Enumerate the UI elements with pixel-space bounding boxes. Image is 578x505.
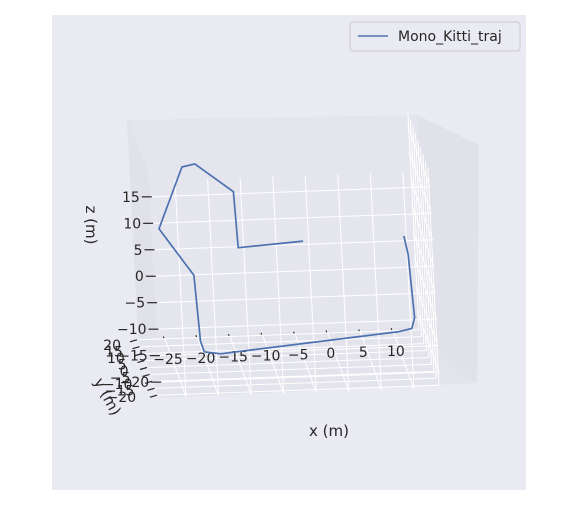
x-tick-label: −5: [288, 347, 309, 363]
z-tick-label: 10: [123, 216, 141, 232]
x-tick-mark: [261, 333, 262, 335]
x-tick-label: −10: [251, 349, 281, 365]
x-axis-label: x (m): [309, 422, 349, 440]
x-tick-label: 5: [359, 345, 368, 361]
z-tick-label: 0: [135, 269, 144, 285]
x-tick-label: 0: [326, 346, 335, 362]
x-tick-mark: [391, 328, 392, 330]
x-tick-label: −25: [153, 352, 183, 368]
legend-entry-label: Mono_Kitti_traj: [398, 29, 502, 45]
x-tick-mark: [196, 335, 197, 337]
x-tick-mark: [163, 336, 164, 338]
x-tick-mark: [359, 329, 360, 331]
legend: Mono_Kitti_traj: [350, 22, 520, 51]
z-axis-label: z (m): [82, 206, 100, 245]
x-tick-mark: [294, 332, 295, 334]
z-tick-label: −5: [125, 296, 146, 312]
x-tick-mark: [229, 334, 230, 336]
z-tick-label: 5: [134, 243, 143, 259]
z-tick-label: −10: [117, 322, 147, 338]
x-tick-label: 10: [387, 344, 405, 360]
z-tick-label: 15: [122, 190, 140, 206]
x-tick-mark: [326, 331, 327, 333]
